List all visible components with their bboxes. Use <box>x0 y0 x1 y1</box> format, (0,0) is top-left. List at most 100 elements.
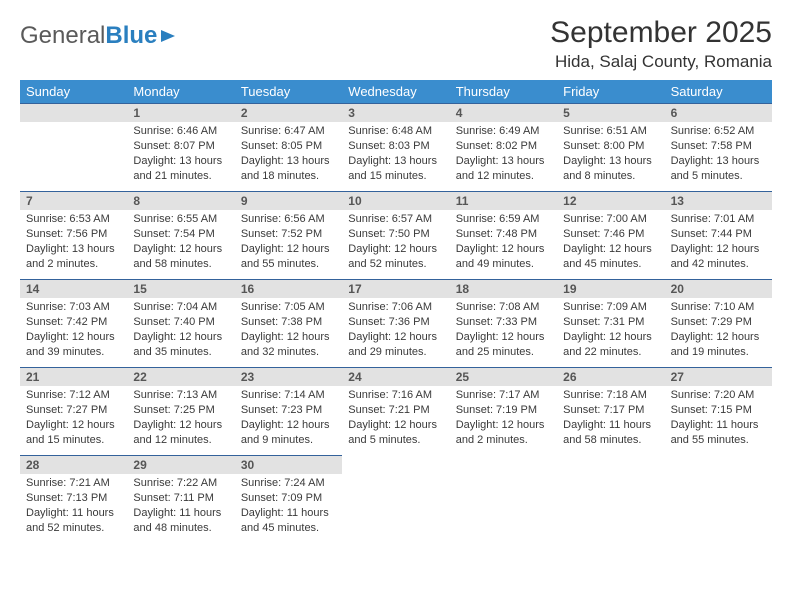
daylight-text: Daylight: 12 hours and 5 minutes. <box>348 418 443 448</box>
day-info: Sunrise: 6:57 AMSunset: 7:50 PMDaylight:… <box>342 210 449 277</box>
day-number: 9 <box>235 192 342 210</box>
day-info: Sunrise: 7:20 AMSunset: 7:15 PMDaylight:… <box>665 386 772 453</box>
week-row: 21 Sunrise: 7:12 AMSunset: 7:27 PM Dayligh… <box>20 367 772 455</box>
sunrise-text: Sunrise: 7:00 AM <box>563 212 658 227</box>
day-info: Sunrise: 7:09 AMSunset: 7:31 PMDaylight:… <box>557 298 664 365</box>
day-number: 7 <box>20 192 127 210</box>
day-info: Sunrise: 7:21 AMSunset: 7:13 PMDaylight:… <box>20 474 127 541</box>
sunrise-text: Sunrise: 7:24 AM <box>241 476 336 491</box>
day-info: Sunrise: 7:01 AMSunset: 7:44 PMDaylight:… <box>665 210 772 277</box>
sunrise-text: Sunrise: 7:12 AM <box>26 388 121 403</box>
day-info: Sunrise: 6:53 AMSunset: 7:56 PMDaylight:… <box>20 210 127 277</box>
day-cell: 12Sunrise: 7:00 AMSunset: 7:46 PMDayligh… <box>557 191 664 279</box>
day-info: Sunrise: 7:06 AMSunset: 7:36 PMDaylight:… <box>342 298 449 365</box>
day-info: Sunrise: 6:55 AMSunset: 7:54 PMDaylight:… <box>127 210 234 277</box>
day-number: 6 <box>665 104 772 122</box>
day-cell: 28Sunrise: 7:21 AMSunset: 7:13 PMDayligh… <box>20 455 127 543</box>
day-info: Sunrise: 7:05 AMSunset: 7:38 PMDaylight:… <box>235 298 342 365</box>
daylight-text: Daylight: 12 hours and 12 minutes. <box>133 418 228 448</box>
day-info: Sunrise: 6:59 AMSunset: 7:48 PMDaylight:… <box>450 210 557 277</box>
sunset-text: Sunset: 7:40 PM <box>133 315 228 330</box>
day-cell: 18Sunrise: 7:08 AMSunset: 7:33 PMDayligh… <box>450 279 557 367</box>
weekday-header: Saturday <box>665 80 772 103</box>
day-cell: 27Sunrise: 7:20 AMSunset: 7:15 PMDayligh… <box>665 367 772 455</box>
day-number: 29 <box>127 456 234 474</box>
day-info: Sunrise: 6:52 AMSunset: 7:58 PMDaylight:… <box>665 122 772 189</box>
day-number: 28 <box>20 456 127 474</box>
day-number: 3 <box>342 104 449 122</box>
daylight-text: Daylight: 13 hours and 5 minutes. <box>671 154 766 184</box>
day-number: 14 <box>20 280 127 298</box>
week-row: 28Sunrise: 7:21 AMSunset: 7:13 PMDayligh… <box>20 455 772 543</box>
day-cell <box>450 455 557 543</box>
sunrise-text: Sunrise: 7:04 AM <box>133 300 228 315</box>
sunset-text: Sunset: 7:31 PM <box>563 315 658 330</box>
day-cell: 1Sunrise: 6:46 AMSunset: 8:07 PMDaylight… <box>127 103 234 191</box>
daylight-text: Daylight: 12 hours and 39 minutes. <box>26 330 121 360</box>
day-info: Sunrise: 6:51 AMSunset: 8:00 PMDaylight:… <box>557 122 664 189</box>
sunset-text: Sunset: 7:17 PM <box>563 403 658 418</box>
sunrise-text: Sunrise: 7:08 AM <box>456 300 551 315</box>
sunrise-text: Sunrise: 7:21 AM <box>26 476 121 491</box>
day-number: 30 <box>235 456 342 474</box>
day-info: Sunrise: 7:00 AMSunset: 7:46 PMDaylight:… <box>557 210 664 277</box>
weekday-header: Wednesday <box>342 80 449 103</box>
day-cell: 21Sunrise: 7:12 AMSunset: 7:27 PMDayligh… <box>20 367 127 455</box>
logo: GeneralBlue <box>20 16 175 50</box>
page-root: GeneralBlue September 2025 Hida, Salaj C… <box>0 0 792 559</box>
day-cell: 16Sunrise: 7:05 AMSunset: 7:38 PMDayligh… <box>235 279 342 367</box>
sunset-text: Sunset: 8:02 PM <box>456 139 551 154</box>
sunrise-text: Sunrise: 7:22 AM <box>133 476 228 491</box>
logo-text-1: General <box>20 22 105 50</box>
month-title: September 2025 <box>550 16 772 50</box>
day-info: Sunrise: 6:48 AMSunset: 8:03 PMDaylight:… <box>342 122 449 189</box>
day-cell <box>557 455 664 543</box>
daylight-text: Daylight: 11 hours and 48 minutes. <box>133 506 228 536</box>
sunset-text: Sunset: 7:25 PM <box>133 403 228 418</box>
sunset-text: Sunset: 8:03 PM <box>348 139 443 154</box>
daylight-text: Daylight: 12 hours and 55 minutes. <box>241 242 336 272</box>
sunset-text: Sunset: 7:44 PM <box>671 227 766 242</box>
sunrise-text: Sunrise: 6:51 AM <box>563 124 658 139</box>
sunrise-text: Sunrise: 6:48 AM <box>348 124 443 139</box>
sunrise-text: Sunrise: 7:16 AM <box>348 388 443 403</box>
sunset-text: Sunset: 7:13 PM <box>26 491 121 506</box>
day-cell: 7Sunrise: 6:53 AMSunset: 7:56 PMDaylight… <box>20 191 127 279</box>
daylight-text: Daylight: 13 hours and 21 minutes. <box>133 154 228 184</box>
daylight-text: Daylight: 12 hours and 42 minutes. <box>671 242 766 272</box>
sunset-text: Sunset: 7:48 PM <box>456 227 551 242</box>
daylight-text: Daylight: 12 hours and 9 minutes. <box>241 418 336 448</box>
sunrise-text: Sunrise: 7:18 AM <box>563 388 658 403</box>
day-number: 22 <box>127 368 234 386</box>
day-cell: 30Sunrise: 7:24 AMSunset: 7:09 PMDayligh… <box>235 455 342 543</box>
sunset-text: Sunset: 7:58 PM <box>671 139 766 154</box>
sunset-text: Sunset: 7:54 PM <box>133 227 228 242</box>
daylight-text: Daylight: 12 hours and 19 minutes. <box>671 330 766 360</box>
daylight-text: Daylight: 12 hours and 58 minutes. <box>133 242 228 272</box>
day-number: 21 <box>20 368 127 386</box>
day-number: 27 <box>665 368 772 386</box>
day-info: Sunrise: 7:17 AMSunset: 7:19 PMDaylight:… <box>450 386 557 453</box>
day-cell: 11Sunrise: 6:59 AMSunset: 7:48 PMDayligh… <box>450 191 557 279</box>
day-cell: 9Sunrise: 6:56 AMSunset: 7:52 PMDaylight… <box>235 191 342 279</box>
daylight-text: Daylight: 13 hours and 8 minutes. <box>563 154 658 184</box>
day-info: Sunrise: 6:47 AMSunset: 8:05 PMDaylight:… <box>235 122 342 189</box>
sunrise-text: Sunrise: 7:05 AM <box>241 300 336 315</box>
day-info: Sunrise: 6:49 AMSunset: 8:02 PMDaylight:… <box>450 122 557 189</box>
day-cell <box>665 455 772 543</box>
sunset-text: Sunset: 7:38 PM <box>241 315 336 330</box>
day-number: 16 <box>235 280 342 298</box>
sunrise-text: Sunrise: 7:20 AM <box>671 388 766 403</box>
day-cell: 23Sunrise: 7:14 AMSunset: 7:23 PMDayligh… <box>235 367 342 455</box>
daylight-text: Daylight: 11 hours and 52 minutes. <box>26 506 121 536</box>
day-info: Sunrise: 7:08 AMSunset: 7:33 PMDaylight:… <box>450 298 557 365</box>
day-number: 25 <box>450 368 557 386</box>
day-info: Sunrise: 7:10 AMSunset: 7:29 PMDaylight:… <box>665 298 772 365</box>
day-info: Sunrise: 7:18 AMSunset: 7:17 PMDaylight:… <box>557 386 664 453</box>
sunset-text: Sunset: 7:36 PM <box>348 315 443 330</box>
sunset-text: Sunset: 7:27 PM <box>26 403 121 418</box>
logo-mark-icon <box>161 30 175 42</box>
daylight-text: Daylight: 13 hours and 15 minutes. <box>348 154 443 184</box>
day-number: 23 <box>235 368 342 386</box>
sunrise-text: Sunrise: 7:06 AM <box>348 300 443 315</box>
